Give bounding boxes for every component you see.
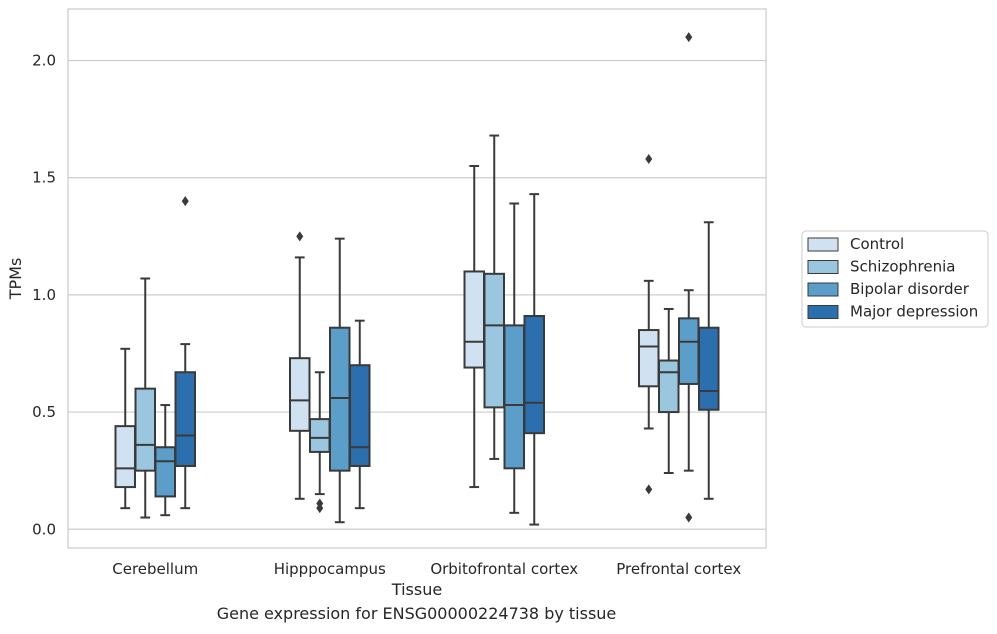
box-group [289, 231, 311, 500]
plot-frame [67, 8, 767, 549]
legend-swatch [807, 282, 839, 297]
box-group [154, 404, 176, 517]
outlier-point [316, 498, 324, 509]
box [289, 357, 311, 432]
box-group [638, 153, 660, 495]
box [523, 314, 545, 435]
y-axis-ticks: 0.0 0.5 1.0 1.5 2.0 [32, 52, 56, 539]
legend-frame [801, 230, 989, 328]
box [114, 425, 136, 489]
outlier-point [296, 231, 304, 242]
legend-swatch [807, 260, 839, 274]
box-group [463, 165, 485, 489]
x-tick-label: Prefrontal cortex [616, 560, 741, 578]
legend-swatch [807, 237, 839, 252]
outlier-point [685, 32, 693, 43]
y-tick-label: 2.0 [32, 52, 56, 70]
legend-label: Schizophrenia [850, 258, 955, 276]
box-group [309, 371, 331, 514]
x-axis-label: Tissue [391, 580, 442, 599]
y-tick-label: 0.5 [32, 403, 56, 421]
box-group [114, 347, 136, 510]
legend-label: Bipolar disorder [850, 280, 970, 298]
box [698, 326, 720, 411]
outlier-point [645, 153, 653, 164]
outlier-point [645, 484, 653, 495]
box-group [658, 307, 680, 475]
outlier-point [181, 196, 189, 207]
legend-label: Major depression [850, 303, 978, 321]
box-group [329, 237, 351, 524]
box [174, 371, 196, 467]
outlier-point [685, 512, 693, 523]
legend: Control Schizophrenia Bipolar disorder Majo… [801, 230, 989, 328]
box-group [698, 221, 720, 500]
box-group [349, 319, 371, 510]
x-tick-label: Hipppocampus [274, 560, 386, 578]
box-group [134, 277, 156, 519]
box [154, 446, 176, 498]
box-group [503, 202, 525, 514]
y-tick-label: 1.5 [32, 169, 56, 187]
chart-caption: Gene expression for ENSG00000224738 by t… [216, 604, 617, 623]
y-tick-label: 0.0 [32, 520, 56, 538]
box-group [523, 193, 545, 526]
box-group [174, 196, 196, 510]
box [134, 387, 156, 472]
box [349, 364, 371, 467]
legend-label: Control [850, 235, 904, 253]
legend-swatch [807, 305, 839, 319]
box-group [483, 134, 505, 460]
box [638, 329, 660, 388]
box [678, 317, 700, 385]
y-axis-label: TPMs [6, 258, 25, 301]
box [503, 324, 525, 470]
box [658, 359, 680, 414]
y-tick-label: 1.0 [32, 286, 56, 304]
box [309, 418, 331, 453]
box [483, 272, 505, 409]
box [463, 270, 485, 369]
x-axis-ticks: Cerebellum Hipppocampus Orbitofrontal cort… [112, 560, 741, 578]
x-tick-label: Orbitofrontal cortex [430, 560, 578, 578]
plot-area [114, 32, 720, 526]
box [329, 326, 351, 472]
x-tick-label: Cerebellum [112, 560, 198, 578]
box-group [678, 32, 700, 523]
